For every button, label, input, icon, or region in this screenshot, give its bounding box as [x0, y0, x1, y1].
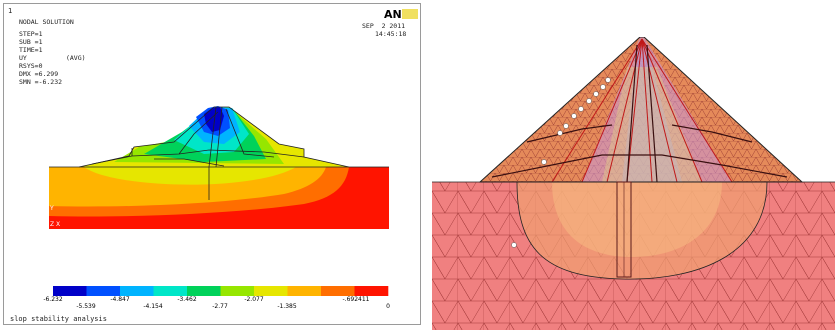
legend-swatch	[153, 286, 188, 296]
header-line-6: RSYS=0	[19, 62, 43, 70]
plot-time: 14:45:18	[375, 30, 406, 38]
legend-labels-top: -6.232 -4.847 -3.462 -2.077 -.692411	[43, 296, 369, 303]
legend-label: -1.385	[277, 303, 297, 310]
header-line-1: NODAL SOLUTION	[19, 18, 74, 26]
ansys-result-window: 1 NODAL SOLUTION STEP=1 SUB =1 TIME=1 UY…	[3, 3, 421, 325]
legend-swatch	[86, 286, 121, 296]
legend-label: -6.232	[43, 296, 63, 303]
legend-swatch	[354, 286, 389, 296]
header-line-5: UY (AVG)	[19, 54, 86, 62]
legend-label: -5.539	[76, 303, 96, 310]
legend-label: -3.462	[177, 296, 197, 303]
axis-y-label: Y	[49, 205, 54, 212]
legend-label: -2.77	[212, 303, 228, 310]
ansys-logo-text: AN	[384, 8, 402, 21]
legend-swatch	[220, 286, 255, 296]
mesh-canvas	[432, 37, 835, 330]
header-line-8: SMN =-6.232	[19, 78, 62, 86]
legend-label: -4.847	[110, 296, 130, 303]
axis-xz-label: Z X	[50, 221, 60, 228]
legend-label: -4.154	[143, 303, 163, 310]
legend-swatch	[120, 286, 154, 296]
contour-legend	[53, 286, 389, 296]
plot-date: SEP 2 2011	[362, 22, 405, 30]
legend-label: -.692411	[343, 296, 370, 303]
solution-info-block: NODAL SOLUTION STEP=1 SUB =1 TIME=1 UY (…	[19, 18, 86, 86]
legend-label: 0	[386, 303, 390, 310]
analysis-title: slop stability analysis	[10, 315, 107, 323]
header-line-2: STEP=1	[19, 30, 43, 38]
legend-labels-bottom: -5.539 -4.154 -2.77 -1.385 0	[76, 303, 390, 310]
mesh-view	[432, 37, 835, 330]
contour-model: Y Z X	[49, 106, 389, 229]
header-line-3: SUB =1	[19, 38, 43, 46]
legend-label: -2.077	[244, 296, 264, 303]
legend-swatch	[187, 286, 221, 296]
window-index-label: 1	[8, 7, 12, 15]
header-line-4: TIME=1	[19, 46, 43, 54]
ansys-plot-canvas: 1 NODAL SOLUTION STEP=1 SUB =1 TIME=1 UY…	[8, 7, 418, 323]
ansys-logo: AN	[384, 8, 418, 21]
legend-swatch	[53, 286, 87, 296]
legend-swatch	[287, 286, 322, 296]
legend-swatch	[254, 286, 288, 296]
node-markers	[511, 77, 611, 248]
legend-swatch	[321, 286, 355, 296]
header-line-7: DMX =6.299	[19, 70, 58, 78]
